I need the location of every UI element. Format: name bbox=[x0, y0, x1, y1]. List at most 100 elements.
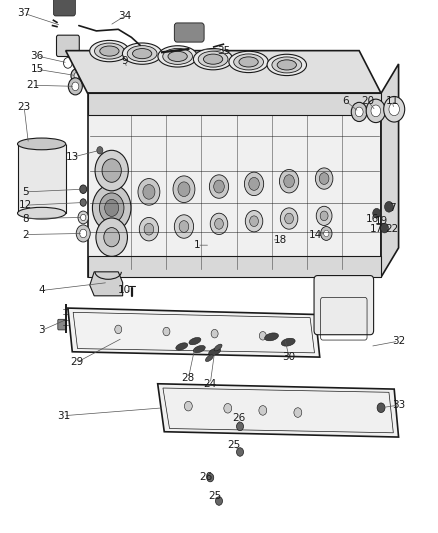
Circle shape bbox=[259, 332, 266, 340]
Ellipse shape bbox=[214, 344, 222, 351]
Text: 21: 21 bbox=[26, 80, 39, 90]
Circle shape bbox=[224, 403, 232, 413]
Ellipse shape bbox=[198, 51, 228, 67]
Circle shape bbox=[115, 325, 122, 334]
Polygon shape bbox=[66, 51, 381, 93]
Text: 17: 17 bbox=[370, 224, 383, 234]
Text: 20: 20 bbox=[361, 96, 374, 106]
FancyBboxPatch shape bbox=[58, 319, 67, 330]
Text: 7: 7 bbox=[389, 203, 396, 213]
Circle shape bbox=[76, 225, 90, 242]
Circle shape bbox=[294, 408, 302, 417]
Circle shape bbox=[97, 147, 103, 154]
Circle shape bbox=[366, 99, 385, 123]
Ellipse shape bbox=[194, 49, 233, 70]
Circle shape bbox=[373, 208, 381, 218]
Circle shape bbox=[92, 184, 131, 231]
Circle shape bbox=[80, 185, 87, 193]
Text: 23: 23 bbox=[18, 102, 31, 111]
Text: 12: 12 bbox=[19, 200, 32, 210]
Ellipse shape bbox=[163, 49, 193, 64]
Ellipse shape bbox=[265, 333, 279, 341]
Circle shape bbox=[371, 105, 381, 117]
Circle shape bbox=[209, 175, 229, 198]
Circle shape bbox=[355, 107, 363, 117]
Circle shape bbox=[139, 217, 159, 241]
Ellipse shape bbox=[18, 138, 66, 150]
Text: 25: 25 bbox=[228, 440, 241, 450]
Circle shape bbox=[214, 180, 224, 193]
Circle shape bbox=[237, 422, 244, 431]
Circle shape bbox=[163, 327, 170, 336]
Text: 5: 5 bbox=[22, 187, 29, 197]
Ellipse shape bbox=[204, 54, 223, 64]
Circle shape bbox=[64, 58, 72, 68]
Text: 34: 34 bbox=[118, 11, 131, 21]
Text: 26: 26 bbox=[232, 414, 245, 423]
Circle shape bbox=[385, 201, 393, 212]
Text: 32: 32 bbox=[392, 336, 405, 346]
Ellipse shape bbox=[127, 46, 157, 62]
Polygon shape bbox=[158, 384, 399, 437]
Text: 26: 26 bbox=[199, 472, 212, 482]
Circle shape bbox=[104, 228, 120, 247]
Circle shape bbox=[381, 223, 389, 233]
Polygon shape bbox=[88, 256, 381, 277]
Circle shape bbox=[99, 193, 124, 223]
Text: 28: 28 bbox=[182, 374, 195, 383]
Circle shape bbox=[250, 216, 258, 227]
Text: 22: 22 bbox=[385, 224, 399, 234]
Ellipse shape bbox=[229, 51, 268, 72]
Circle shape bbox=[124, 64, 131, 72]
Ellipse shape bbox=[168, 51, 187, 61]
Circle shape bbox=[377, 403, 385, 413]
Text: 9: 9 bbox=[121, 56, 128, 66]
Ellipse shape bbox=[133, 49, 152, 59]
Circle shape bbox=[389, 103, 399, 116]
Ellipse shape bbox=[272, 57, 302, 73]
Text: 14: 14 bbox=[309, 230, 322, 239]
Circle shape bbox=[80, 199, 86, 206]
Ellipse shape bbox=[176, 343, 188, 350]
Circle shape bbox=[174, 215, 194, 238]
Circle shape bbox=[138, 179, 160, 205]
Text: 30: 30 bbox=[283, 352, 296, 362]
Text: 36: 36 bbox=[31, 51, 44, 61]
Ellipse shape bbox=[90, 41, 129, 62]
Circle shape bbox=[105, 199, 119, 216]
Circle shape bbox=[178, 182, 190, 197]
Circle shape bbox=[71, 69, 82, 83]
Ellipse shape bbox=[234, 54, 264, 70]
Circle shape bbox=[237, 448, 244, 456]
FancyBboxPatch shape bbox=[57, 35, 79, 56]
Circle shape bbox=[80, 229, 87, 238]
Polygon shape bbox=[88, 93, 381, 115]
Circle shape bbox=[95, 150, 128, 191]
Ellipse shape bbox=[193, 345, 205, 353]
Circle shape bbox=[184, 401, 192, 411]
Circle shape bbox=[324, 230, 329, 237]
Circle shape bbox=[211, 329, 218, 338]
Circle shape bbox=[210, 213, 228, 235]
Circle shape bbox=[316, 206, 332, 225]
Text: 10: 10 bbox=[118, 286, 131, 295]
Circle shape bbox=[249, 177, 259, 190]
Polygon shape bbox=[18, 144, 66, 213]
Circle shape bbox=[244, 172, 264, 196]
Text: 29: 29 bbox=[70, 358, 83, 367]
Circle shape bbox=[78, 211, 88, 224]
Circle shape bbox=[68, 78, 82, 95]
Text: 15: 15 bbox=[31, 64, 44, 74]
Ellipse shape bbox=[208, 348, 221, 356]
Circle shape bbox=[285, 213, 293, 224]
Text: 35: 35 bbox=[217, 46, 230, 55]
Ellipse shape bbox=[158, 46, 198, 67]
Circle shape bbox=[215, 497, 223, 505]
Text: 19: 19 bbox=[374, 216, 388, 226]
Ellipse shape bbox=[277, 60, 297, 70]
Circle shape bbox=[280, 208, 298, 229]
Circle shape bbox=[320, 211, 328, 221]
Text: 24: 24 bbox=[204, 379, 217, 389]
Polygon shape bbox=[381, 64, 399, 277]
Text: 2: 2 bbox=[22, 230, 29, 239]
